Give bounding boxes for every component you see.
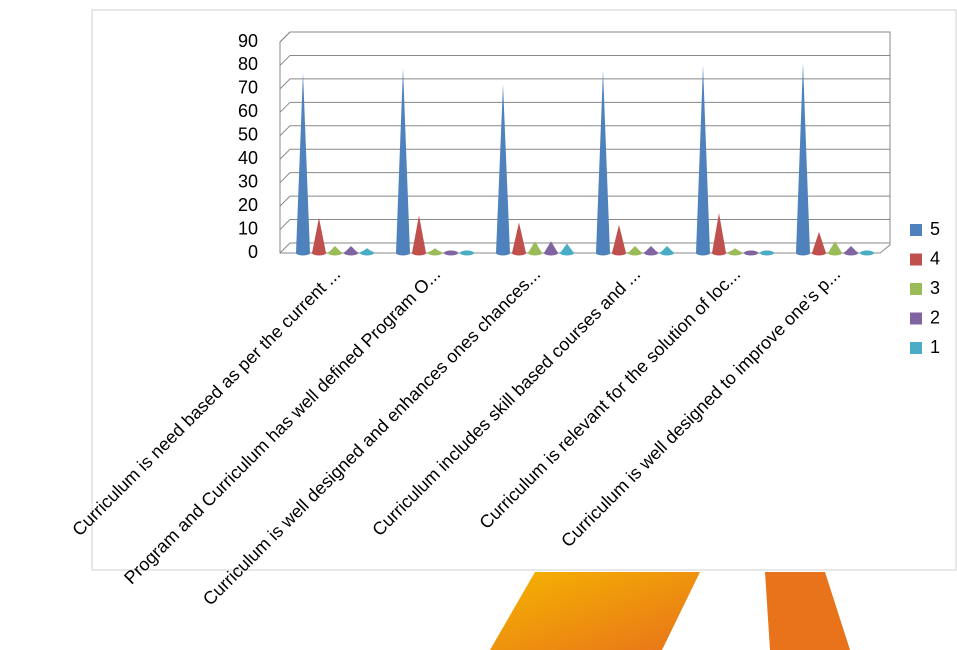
cone-base — [296, 250, 310, 256]
cone-base — [628, 250, 642, 256]
y-tick-label: 20 — [238, 195, 258, 215]
cone-base — [396, 250, 410, 256]
chart-border — [91, 9, 957, 571]
legend-swatch — [910, 224, 922, 236]
cone-base — [560, 250, 574, 256]
grid-line — [279, 195, 890, 207]
cone-base — [596, 250, 610, 256]
cone-base — [528, 250, 542, 256]
grid-line — [279, 219, 890, 230]
grid-line — [279, 78, 890, 90]
grid-line — [279, 31, 890, 43]
cone-base — [744, 250, 758, 256]
legend-swatch — [910, 283, 922, 295]
cone-base — [712, 250, 726, 256]
y-tick-label: 60 — [238, 101, 258, 121]
cone-base — [860, 250, 874, 256]
legend-swatch — [910, 253, 922, 266]
grid-line — [279, 242, 890, 254]
cone — [796, 63, 810, 253]
cone — [596, 70, 610, 253]
cone-base — [644, 250, 658, 256]
cone-base — [696, 250, 710, 256]
y-tick-label: 10 — [238, 218, 258, 238]
background-shape — [765, 572, 850, 650]
cone — [812, 231, 826, 253]
cone — [512, 222, 526, 253]
cone — [544, 241, 558, 253]
y-tick-label: 50 — [238, 125, 258, 145]
cone — [312, 217, 326, 253]
y-tick-label: 90 — [238, 31, 258, 51]
cone-base — [660, 250, 674, 256]
cone-base — [328, 250, 342, 256]
y-tick-label: 0 — [248, 242, 258, 262]
cone-base — [612, 250, 626, 256]
grid-line — [279, 101, 890, 113]
cone-base — [460, 250, 474, 256]
cone-base — [444, 250, 458, 256]
cone-base — [844, 250, 858, 256]
cone — [696, 65, 710, 253]
cone — [496, 84, 510, 253]
y-tick-label: 70 — [238, 78, 258, 98]
legend-swatch — [910, 342, 922, 354]
cone-base — [512, 250, 526, 256]
y-tick-label: 30 — [238, 171, 258, 191]
legend-label: 3 — [930, 278, 940, 298]
y-tick-label: 80 — [238, 54, 258, 74]
cone-base — [728, 250, 742, 256]
grid-line — [279, 54, 890, 66]
cone-base — [796, 250, 810, 256]
cone — [612, 224, 626, 253]
cone — [828, 241, 842, 253]
cone-base — [312, 250, 326, 256]
y-tick-label: 40 — [238, 148, 258, 168]
cone-base — [828, 250, 842, 256]
cone-base — [544, 250, 558, 256]
cone-base — [344, 250, 358, 256]
legend-label: 1 — [930, 337, 940, 357]
cone — [560, 243, 574, 253]
cone-base — [360, 250, 374, 256]
cone — [528, 241, 542, 253]
cone — [712, 213, 726, 253]
cone-base — [812, 250, 826, 256]
legend-label: 5 — [930, 219, 940, 239]
cone-base — [496, 250, 510, 256]
grid-line — [279, 172, 890, 184]
cone — [296, 72, 310, 253]
x-tick-label: Curriculum is well designed and enhances… — [199, 264, 544, 609]
grid-line — [279, 148, 890, 160]
cone-base — [760, 250, 774, 256]
background-shape — [490, 572, 700, 650]
grid-line — [279, 125, 890, 137]
cone — [396, 67, 410, 254]
legend-label: 2 — [930, 307, 940, 327]
cone-base — [428, 250, 442, 256]
legend-swatch — [910, 312, 922, 325]
cone — [412, 215, 426, 253]
cone-base — [412, 250, 426, 256]
legend-label: 4 — [930, 248, 940, 268]
